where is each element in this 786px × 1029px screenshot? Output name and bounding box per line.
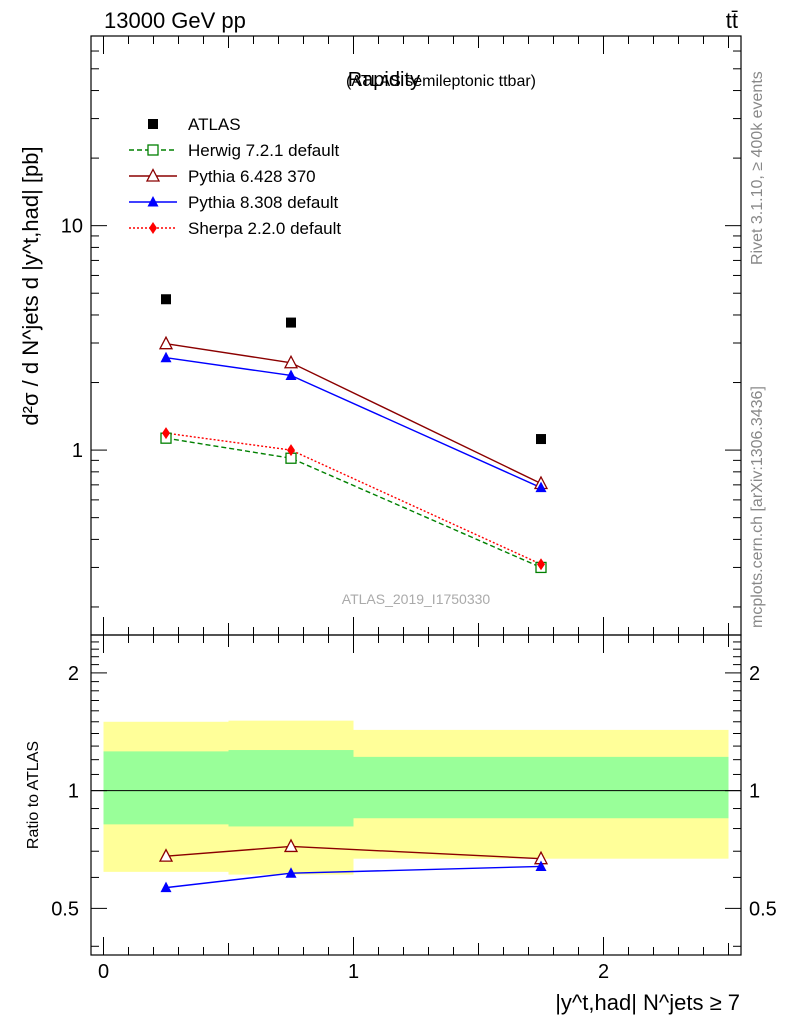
band-inner-2 (353, 756, 729, 819)
ratio-ytick-label-right: 0.5 (749, 898, 777, 920)
axes: 1 10 0.5 0.5 1 1 2 2 0 1 2 (51, 35, 777, 983)
band-inner-1 (228, 750, 354, 827)
series-line-pythia-8-308-default (165, 357, 542, 489)
legend-marker-herwig-7-2-1-default (147, 144, 159, 156)
point-atlas (286, 317, 296, 328)
ratio-point-pythia-6-428-370 (158, 848, 174, 862)
x-tick-label: 2 (598, 961, 609, 983)
x-axis-label: |y^t,had| N^jets ≥ 7 (555, 990, 740, 1015)
point-pythia-8-308-default (160, 351, 172, 363)
legend-label-pythia-8-308-default: Pythia 8.308 default (188, 193, 339, 212)
point-sherpa-2-2-0-default (537, 558, 545, 571)
x-tick-label: 0 (98, 961, 109, 983)
point-atlas (161, 294, 171, 305)
energy-label: 13000 GeV pp (104, 8, 246, 33)
ratio-ytick-label-right: 1 (749, 781, 760, 803)
ratio-ytick-label: 0.5 (51, 898, 79, 920)
ratio-ylabel: Ratio to ATLAS (25, 741, 42, 849)
point-sherpa-2-2-0-default (287, 444, 295, 457)
ratio-ytick-label: 1 (68, 781, 79, 803)
ratio-ytick-label-right: 2 (749, 663, 760, 685)
plot-title: Rapidity (348, 69, 420, 91)
legend-label-atlas: ATLAS (188, 115, 241, 134)
main-ytick-label: 10 (61, 216, 83, 238)
legend-marker-pythia-8-308-default (147, 196, 159, 207)
plot-subtitle: (ATLAS semileptonic ttbar) (346, 73, 536, 90)
ratio-point-pythia-8-308-default (535, 860, 547, 871)
ratio-point-pythia-8-308-default (285, 867, 297, 878)
ratio-frame (90, 634, 742, 956)
mcplots-label: mcplots.cern.ch [arXiv:1306.3436] (749, 386, 766, 628)
ratio-point-pythia-6-428-370 (283, 838, 299, 853)
point-sherpa-2-2-0-default (162, 427, 170, 440)
point-pythia-6-428-370 (283, 354, 299, 369)
point-pythia-8-308-default (535, 481, 547, 493)
process-label: tt̄ (726, 8, 738, 33)
point-atlas (536, 434, 546, 445)
legend-marker-atlas (148, 119, 158, 129)
series-line-sherpa-2-2-0-default (165, 432, 542, 565)
ratio-uncertainty-bands (91, 720, 741, 875)
x-tick-label: 1 (348, 961, 359, 983)
series-layer (158, 294, 549, 893)
analysis-id: ATLAS_2019_I1750330 (342, 591, 491, 607)
legend-label-sherpa-2-2-0-default: Sherpa 2.2.0 default (188, 219, 341, 238)
ratio-point-pythia-8-308-default (160, 881, 172, 893)
main-ylabel: d²σ / d N^jets d |y^t,had| [pb] (18, 146, 43, 425)
legend-marker-sherpa-2-2-0-default (149, 222, 157, 234)
legend-marker-pythia-6-428-370 (145, 168, 161, 182)
legend: ATLAS Herwig 7.2.1 default Pythia 6.428 37… (129, 115, 341, 238)
legend-label-herwig-7-2-1-default: Herwig 7.2.1 default (188, 141, 339, 160)
series-line-herwig-7-2-1-default (165, 437, 542, 569)
main-ytick-label: 1 (72, 440, 83, 462)
legend-label-pythia-6-428-370: Pythia 6.428 370 (188, 167, 316, 186)
point-pythia-8-308-default (285, 369, 297, 380)
band-inner-0 (103, 751, 229, 825)
rivet-label: Rivet 3.1.10, ≥ 400k events (749, 71, 766, 265)
point-pythia-6-428-370 (158, 335, 174, 350)
ratio-ytick-label: 2 (68, 663, 79, 685)
